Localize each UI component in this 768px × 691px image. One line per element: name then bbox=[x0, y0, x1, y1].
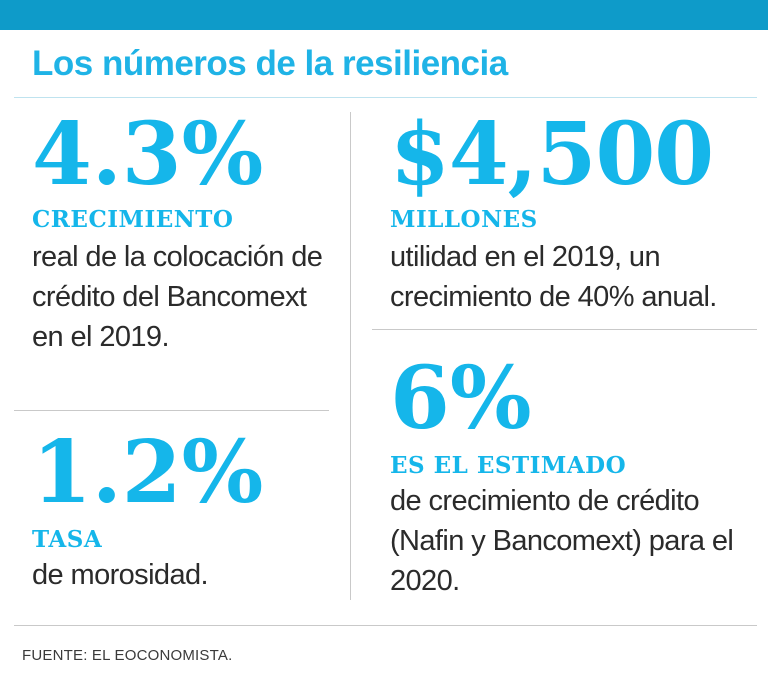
stat-delinquency-rate: 1.2% TASA de morosidad. bbox=[32, 430, 332, 595]
stat-description: real de la colocación de crédito del Ban… bbox=[32, 241, 323, 353]
stat-label: ES EL ESTIMADO bbox=[390, 452, 627, 479]
stat-profit: $4,500 MILLONES utilidad en el 2019, un … bbox=[390, 112, 760, 317]
source-credit: FUENTE: EL EOCONOMISTA. bbox=[22, 647, 233, 664]
stat-estimate: 6% ES EL ESTIMADO de crecimiento de créd… bbox=[390, 356, 760, 601]
stat-label: MILLONES bbox=[390, 206, 538, 233]
footer-divider bbox=[14, 625, 757, 626]
stat-description: utilidad en el 2019, un crecimiento de 4… bbox=[390, 241, 717, 313]
stat-value: 6% bbox=[390, 348, 532, 449]
column-divider bbox=[350, 112, 351, 600]
stat-value: $4,500 bbox=[390, 104, 714, 205]
infographic-title: Los números de la resiliencia bbox=[32, 44, 508, 83]
title-divider bbox=[14, 97, 757, 98]
stat-label: CRECIMIENTO bbox=[32, 206, 234, 233]
stat-label: TASA bbox=[32, 526, 103, 553]
stat-description: de morosidad. bbox=[32, 559, 209, 591]
stat-value: 4.3% bbox=[32, 104, 264, 205]
stat-credit-growth: 4.3% CRECIMIENTO real de la colocación d… bbox=[32, 112, 332, 357]
stat-value: 1.2% bbox=[32, 422, 264, 523]
right-section-divider bbox=[372, 329, 757, 330]
top-banner bbox=[0, 0, 768, 30]
stat-description: de crecimiento de crédito (Nafin y Banco… bbox=[390, 485, 734, 597]
left-section-divider bbox=[14, 410, 329, 411]
